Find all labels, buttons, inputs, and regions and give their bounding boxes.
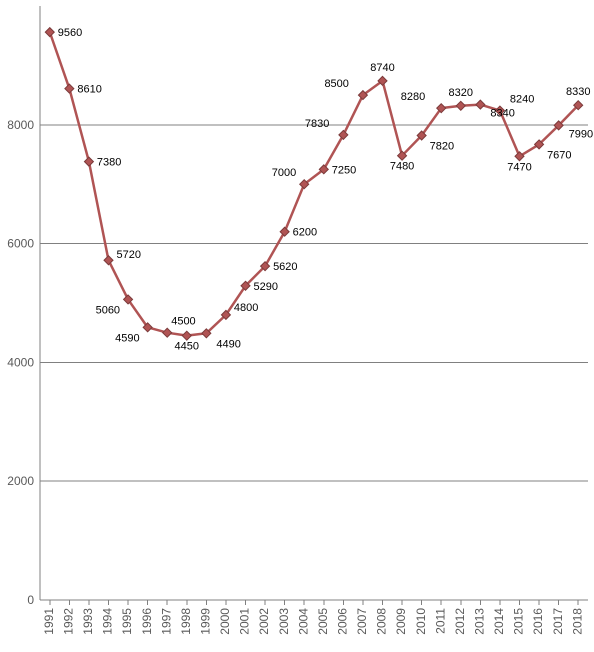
x-tick-label: 2002	[257, 608, 271, 635]
x-tick-label: 2013	[473, 608, 487, 635]
data-label: 4590	[115, 332, 139, 344]
x-tick-label: 2017	[551, 608, 565, 635]
data-label: 8240	[510, 94, 534, 106]
data-label: 5290	[254, 281, 278, 293]
x-tick-label: 2009	[394, 608, 408, 635]
y-tick-label: 4000	[7, 355, 34, 369]
x-tick-label: 2006	[336, 608, 350, 635]
y-tick-label: 8000	[7, 118, 34, 132]
x-tick-label: 1992	[62, 608, 76, 635]
data-label: 8280	[401, 91, 425, 103]
chart-container: 0 2000 4000 6000 8000 1991 1992 1993 1994 1995 199…	[0, 0, 594, 652]
y-tick-label: 0	[27, 593, 34, 607]
line-chart: 0 2000 4000 6000 8000 1991 1992 1993 1994 1995 199…	[0, 0, 594, 652]
x-tick-label: 1998	[179, 608, 193, 635]
data-label: 8740	[370, 62, 394, 74]
x-tick-label: 2004	[296, 608, 310, 635]
x-tick-label: 2012	[453, 608, 467, 635]
x-tick-label: 2011	[433, 608, 447, 634]
data-label: 8330	[566, 86, 590, 98]
data-label: 8500	[324, 78, 348, 90]
x-tick-label: 2008	[375, 608, 389, 635]
x-tick-label: 2018	[570, 608, 584, 635]
x-tick-label: 1995	[120, 608, 134, 635]
data-label: 7820	[430, 140, 454, 152]
data-label: 7480	[390, 161, 414, 173]
x-tick-label: 2003	[277, 608, 291, 635]
data-label: 4500	[171, 316, 195, 328]
x-tick-label: 2007	[355, 608, 369, 635]
data-label: 5720	[117, 249, 141, 261]
x-tick-label: 1991	[42, 608, 56, 635]
y-tick-label: 6000	[7, 237, 34, 251]
data-label: 4490	[216, 338, 240, 350]
data-label: 7380	[97, 157, 121, 169]
x-tick-label: 2016	[531, 608, 545, 635]
x-tick-label: 1994	[101, 608, 115, 635]
data-label: 6200	[293, 227, 317, 239]
x-tick-label: 1996	[140, 608, 154, 635]
x-tick-label: 2001	[238, 608, 252, 635]
data-label: 7670	[547, 149, 571, 161]
x-tick-label: 2010	[414, 608, 428, 635]
data-label: 8320	[449, 87, 473, 99]
x-tick-label: 2000	[218, 608, 232, 635]
x-tick-label: 1999	[199, 608, 213, 635]
data-label: 8610	[77, 84, 101, 96]
data-label: 4450	[175, 341, 199, 353]
data-label: 4800	[234, 302, 258, 314]
x-tick-label: 1993	[81, 608, 95, 635]
x-tick-label: 2014	[492, 608, 506, 635]
data-label: 7000	[272, 167, 296, 179]
x-tick-label: 2005	[316, 608, 330, 635]
x-tick-label: 1997	[159, 608, 173, 635]
data-label: 9560	[58, 27, 82, 39]
data-label: 7250	[332, 164, 356, 176]
data-label: 7830	[305, 118, 329, 130]
data-label: 5060	[96, 304, 120, 316]
y-tick-label: 2000	[7, 474, 34, 488]
data-label: 7470	[507, 161, 531, 173]
data-label: 7990	[569, 128, 593, 140]
data-label: 8340	[490, 108, 514, 120]
x-tick-label: 2015	[512, 608, 526, 635]
data-label: 5620	[273, 261, 297, 273]
